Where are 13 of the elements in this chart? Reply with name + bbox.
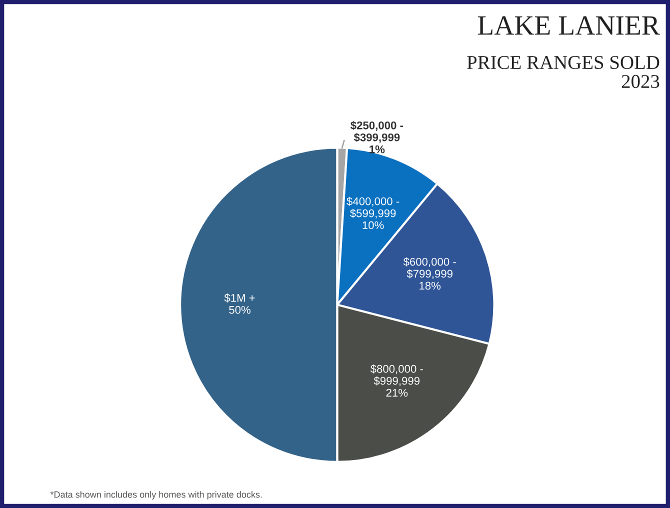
slice-label: $1M + — [224, 293, 255, 302]
slice-label: $250,000 - $399,999 — [350, 120, 404, 143]
slice-label: $600,000 - $799,999 — [403, 257, 456, 279]
text: PRICE RANGES SOLD 2023 — [467, 56, 660, 88]
slice-label: $400,000 - $599,999 — [346, 196, 400, 219]
data-label: 1% — [370, 145, 385, 154]
text: LAKE LANIER — [478, 16, 660, 35]
text: *Data shown includes only homes with private docks. — [50, 491, 262, 500]
data-label: 10% — [362, 221, 384, 230]
slice-label: $800,000 - $999,999 — [370, 364, 423, 386]
data-label: 50% — [229, 306, 250, 314]
data-label: 18% — [420, 282, 441, 290]
data-label: 21% — [386, 388, 408, 397]
